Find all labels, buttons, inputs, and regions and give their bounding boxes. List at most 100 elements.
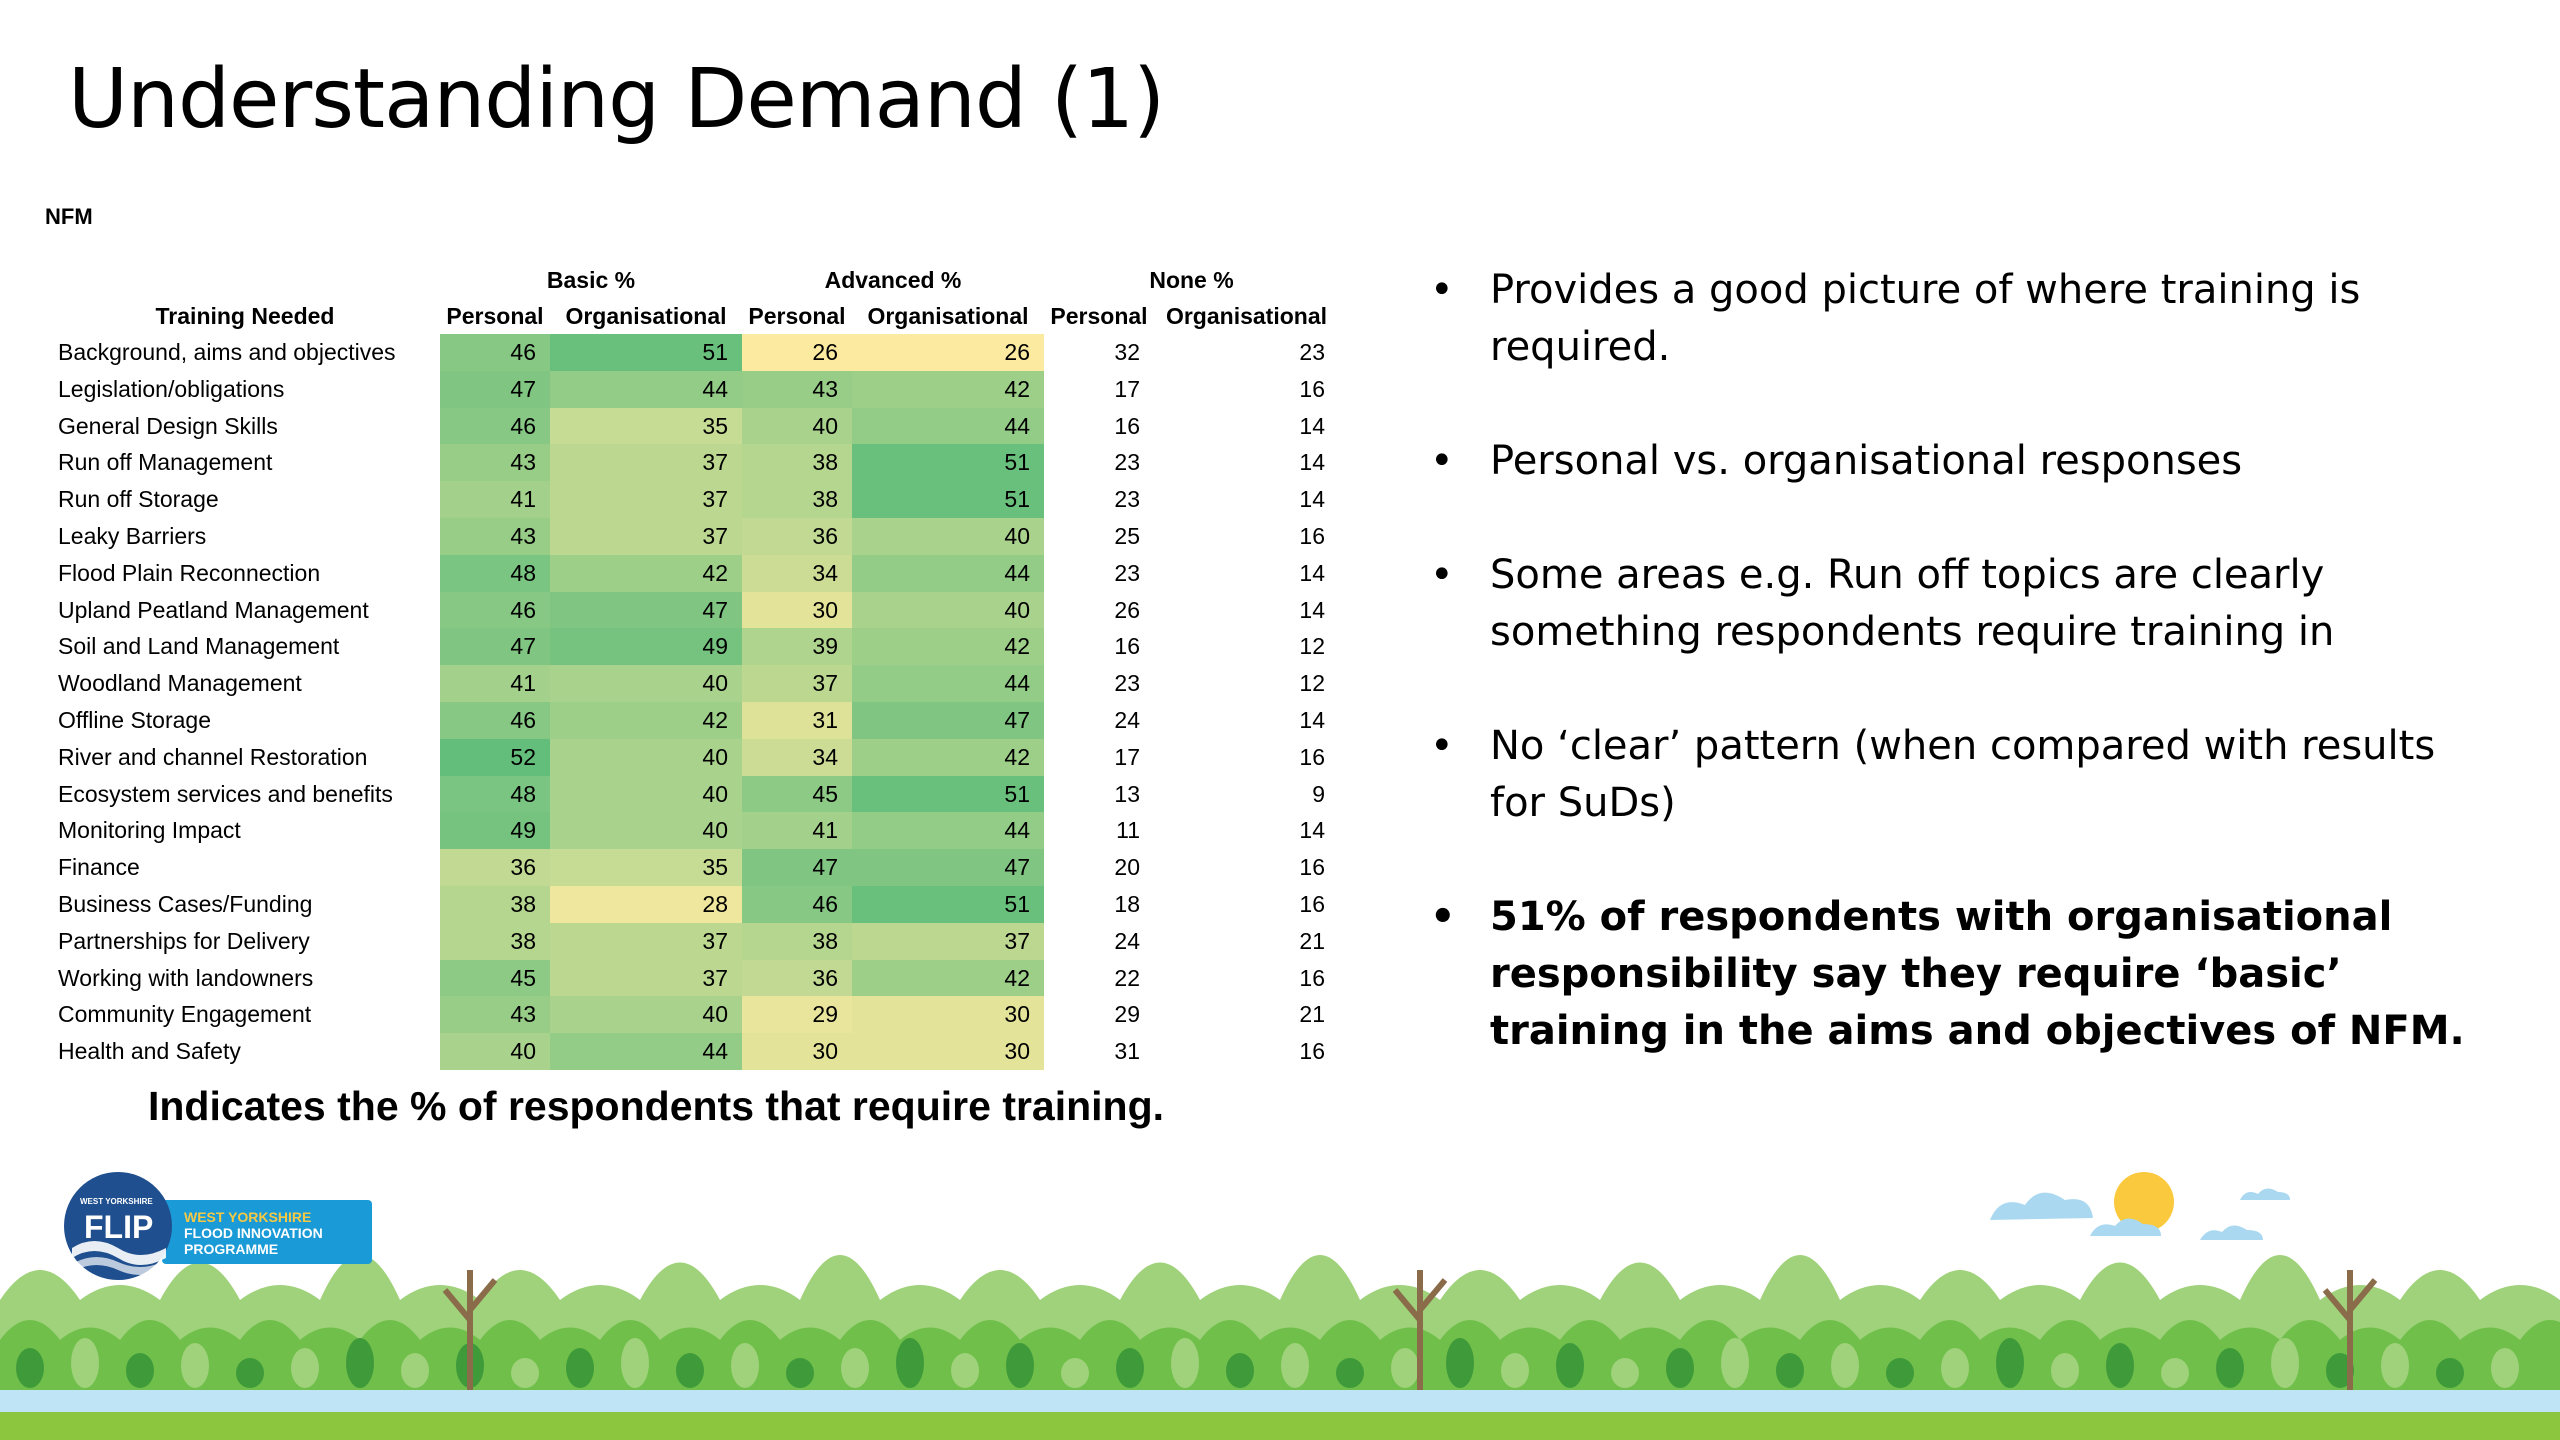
bullet-item: Some areas e.g. Run off topics are clear… — [1430, 547, 2490, 661]
table-cell: 41 — [440, 481, 550, 518]
table-cell: 44 — [852, 554, 1044, 592]
table-cell: 47 — [550, 591, 742, 629]
table-cell: 21 — [1299, 1001, 1325, 1028]
table-cell: 43 — [440, 444, 550, 482]
table-cell: 44 — [550, 370, 742, 408]
table-cell: 44 — [852, 407, 1044, 445]
column-header-none-personal: Personal — [1050, 303, 1148, 329]
row-label: Soil and Land Management — [58, 633, 340, 660]
table-cell: 35 — [550, 407, 742, 445]
tree-icon — [896, 1338, 924, 1388]
table-cell: 11 — [1116, 817, 1140, 844]
table-cell: 34 — [742, 554, 852, 592]
table-cell: 41 — [440, 665, 550, 702]
tree-icon — [236, 1358, 264, 1388]
table-cell: 40 — [440, 1033, 550, 1070]
table-cell: 46 — [440, 701, 550, 739]
flip-logo: WEST YORKSHIRE FLIP WEST YORKSHIRE FLOOD… — [62, 1170, 382, 1290]
table-cell: 37 — [550, 517, 742, 555]
slide-title: Understanding Demand (1) — [68, 52, 1165, 147]
logo-line-3: PROGRAMME — [184, 1241, 278, 1257]
cloud-icon — [1990, 1192, 2093, 1220]
tree-icon — [566, 1348, 594, 1388]
logo-banner — [162, 1200, 372, 1264]
tree-icon — [1996, 1338, 2024, 1388]
row-label: Business Cases/Funding — [58, 890, 313, 917]
table-cell: 43 — [440, 517, 550, 555]
table-cell: 17 — [1114, 375, 1140, 402]
table-cell: 18 — [1114, 890, 1140, 917]
table-cell: 30 — [742, 1033, 852, 1070]
group-header-spacer — [50, 262, 440, 298]
table-cell: 40 — [550, 665, 742, 702]
tree-icon — [2106, 1343, 2134, 1388]
table-cell: 16 — [1114, 633, 1140, 660]
tree-icon — [2216, 1348, 2244, 1388]
cloud-icon — [2200, 1225, 2263, 1240]
bullet-item: Personal vs. organisational responses — [1430, 433, 2490, 490]
table-cell: 41 — [742, 812, 852, 850]
table-cell: 43 — [742, 370, 852, 408]
table-cell: 20 — [1114, 854, 1140, 881]
row-label: Ecosystem services and benefits — [58, 780, 393, 807]
table-cell: 35 — [550, 849, 742, 886]
table-cell: 37 — [550, 444, 742, 482]
table-cell: 45 — [440, 959, 550, 997]
table-cell: 16 — [1299, 890, 1325, 917]
tree-icon — [2161, 1358, 2189, 1388]
tree-icon — [2051, 1353, 2079, 1388]
table-cell: 44 — [550, 1033, 742, 1070]
tree-icon — [1226, 1353, 1254, 1388]
tree-icon — [621, 1338, 649, 1388]
table-cell: 49 — [440, 812, 550, 850]
tree-icon — [951, 1353, 979, 1388]
table-caption: Indicates the % of respondents that requ… — [148, 1083, 1165, 1129]
training-heatmap-table: Basic % Advanced % None % Training Neede… — [50, 262, 1339, 1070]
table-cell: 51 — [852, 885, 1044, 923]
tree-icon — [2381, 1343, 2409, 1388]
table-cell: 32 — [1114, 339, 1140, 365]
logo-line-1: WEST YORKSHIRE — [184, 1209, 311, 1225]
table-cell: 22 — [1114, 964, 1140, 991]
table-cell: 42 — [852, 738, 1044, 776]
tree-icon — [841, 1348, 869, 1388]
table-cell: 12 — [1299, 670, 1325, 697]
table-cell: 40 — [852, 591, 1044, 629]
table-cell: 23 — [1114, 449, 1140, 476]
table-cell: 16 — [1299, 375, 1325, 402]
table-cell: 40 — [550, 996, 742, 1034]
table-cell: 44 — [852, 665, 1044, 702]
bullet-item: No ‘clear’ pattern (when compared with r… — [1430, 718, 2490, 832]
table-cell: 14 — [1299, 486, 1325, 513]
tree-icon — [71, 1338, 99, 1388]
table-cell: 52 — [440, 738, 550, 776]
table-cell: 36 — [440, 849, 550, 886]
table-cell: 36 — [742, 959, 852, 997]
table-cell: 31 — [1114, 1038, 1140, 1065]
group-header-advanced: Advanced % — [824, 267, 962, 293]
table-cell: 17 — [1114, 743, 1140, 770]
table-cell: 29 — [742, 996, 852, 1034]
table-cell: 46 — [742, 885, 852, 923]
table-cell: 14 — [1299, 449, 1325, 476]
table-cell: 14 — [1299, 596, 1325, 623]
river — [0, 1390, 2560, 1412]
table-cell: 44 — [852, 812, 1044, 850]
table-cell: 40 — [852, 517, 1044, 555]
table-cell: 31 — [742, 701, 852, 739]
table-cell: 38 — [440, 922, 550, 960]
tree-icon — [1501, 1353, 1529, 1388]
table-cell: 40 — [550, 812, 742, 850]
table-cell: 25 — [1114, 522, 1140, 549]
table-cell: 42 — [852, 370, 1044, 408]
table-cell: 38 — [742, 481, 852, 518]
table-cell: 40 — [550, 738, 742, 776]
table-cell: 38 — [440, 885, 550, 923]
row-label: Flood Plain Reconnection — [58, 559, 321, 586]
tree-icon — [676, 1353, 704, 1388]
table-cell: 37 — [550, 922, 742, 960]
table-cell: 21 — [1299, 927, 1325, 954]
tree-icon — [786, 1358, 814, 1388]
table-cell: 26 — [742, 334, 852, 371]
bullet-item: Provides a good picture of where trainin… — [1430, 262, 2490, 376]
